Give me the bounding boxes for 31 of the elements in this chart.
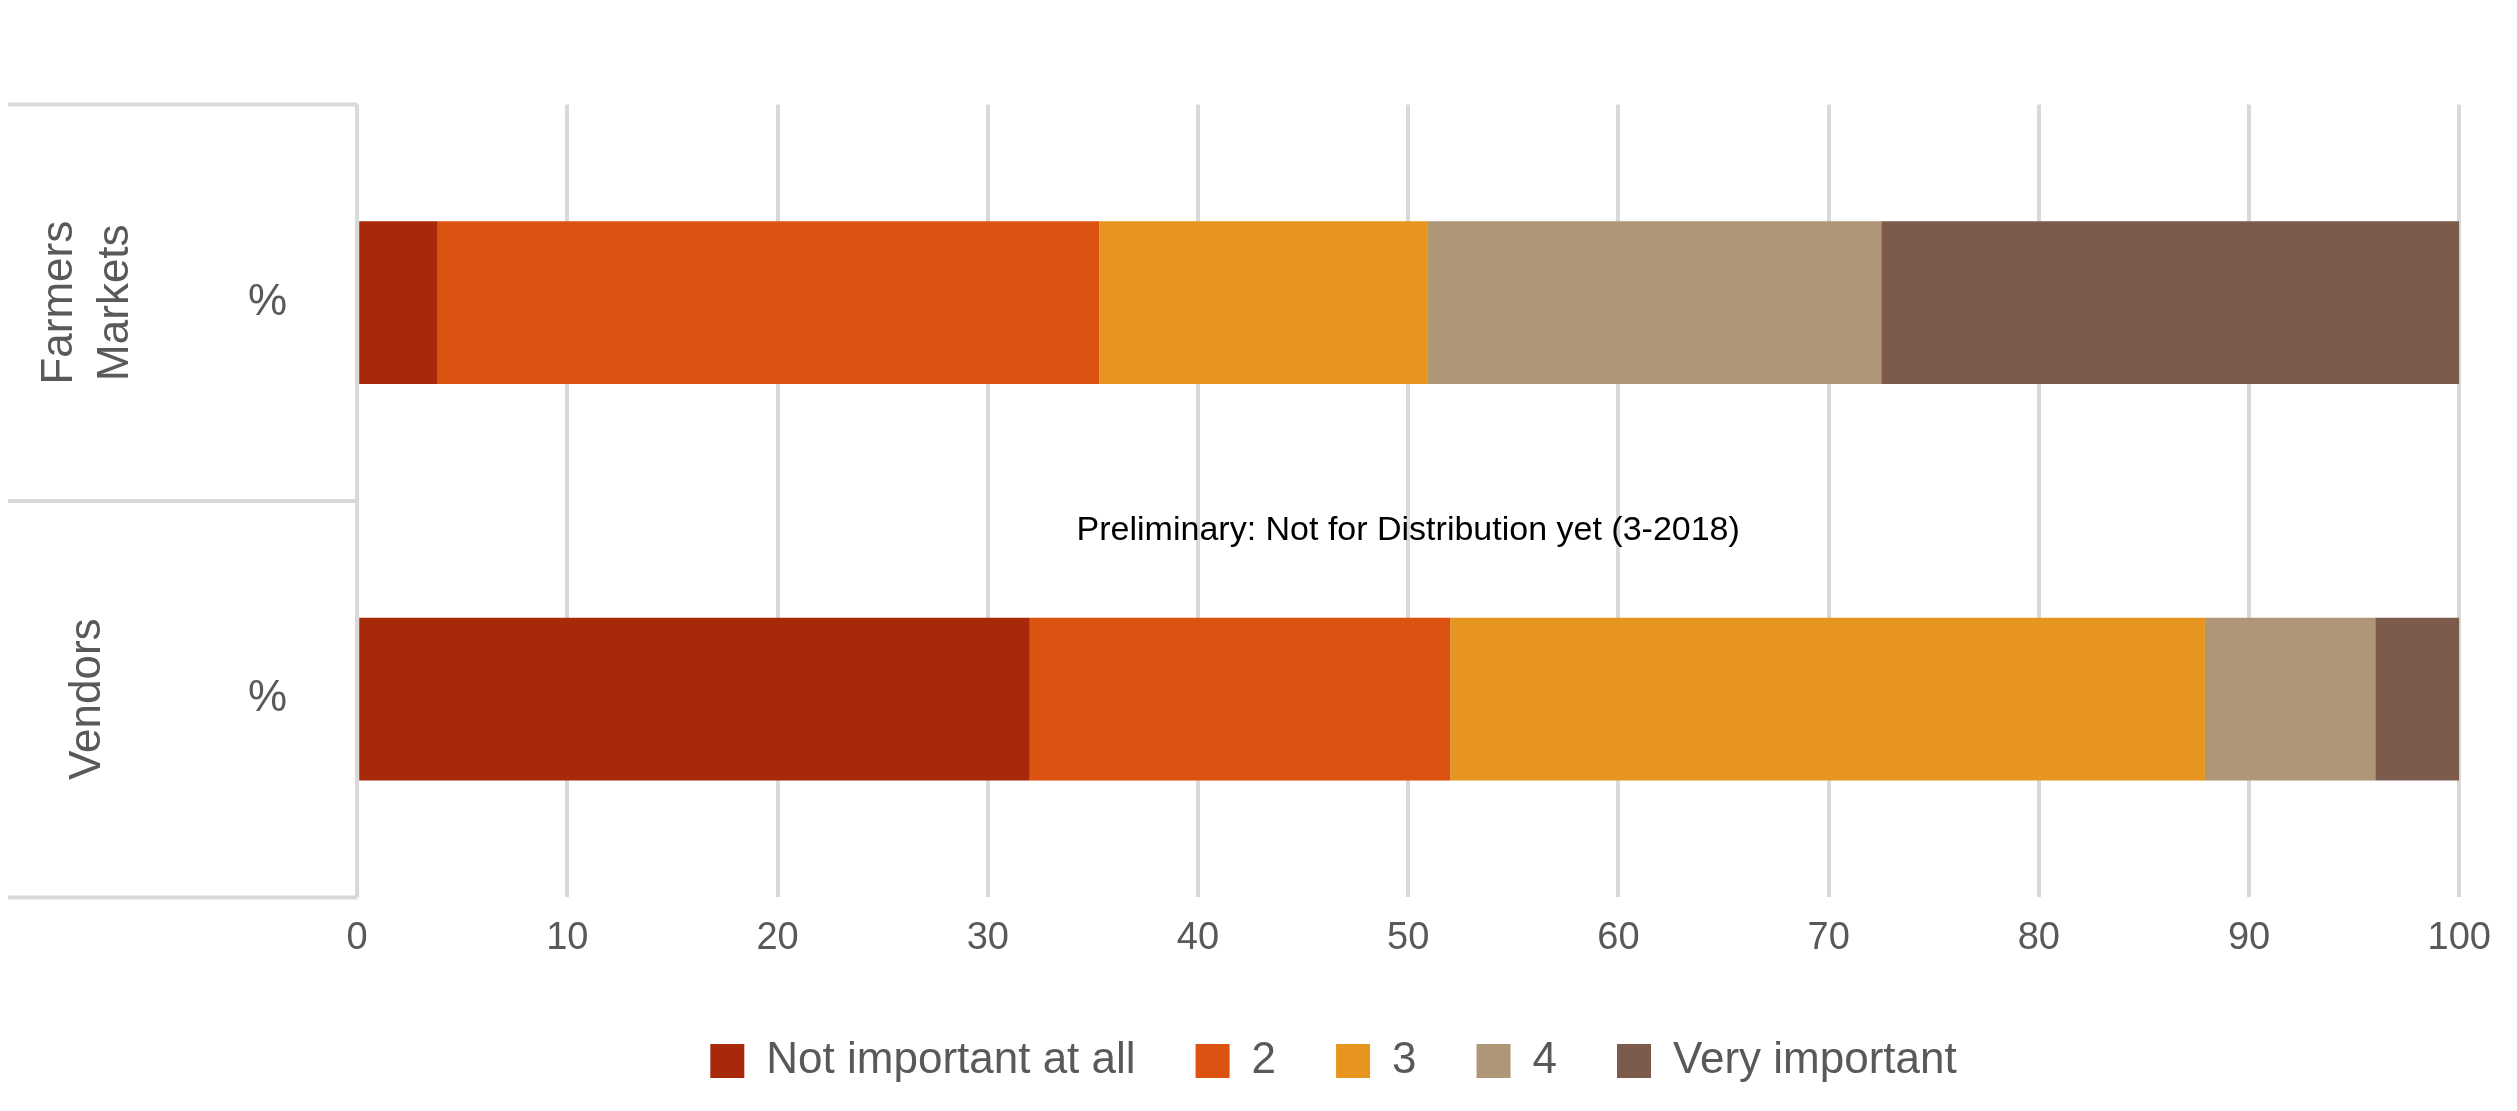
x-tick-label: 60 — [1597, 914, 1640, 957]
bar — [359, 617, 1030, 781]
x-tick-label: 70 — [1807, 914, 1850, 957]
legend-label: 3 — [1392, 1033, 1417, 1083]
x-tick-label: 100 — [2427, 914, 2491, 957]
bar — [1881, 221, 2460, 384]
legend-label: Very important — [1673, 1033, 1957, 1083]
bar — [1029, 617, 1451, 781]
x-tick-label: 30 — [966, 914, 1009, 957]
bar — [2204, 617, 2376, 781]
bar — [2375, 617, 2460, 781]
x-tick-label: 80 — [2017, 914, 2060, 957]
annotation: Preliminary: Not for Distribution yet (3-2018) — [1076, 509, 1740, 548]
bar — [359, 221, 438, 384]
x-tick-label: 90 — [2227, 914, 2271, 957]
bar — [1427, 221, 1882, 384]
bar — [437, 221, 1100, 384]
x-tick-label: 10 — [546, 914, 589, 957]
legend-label: 2 — [1251, 1033, 1277, 1083]
legend-label: 4 — [1532, 1033, 1558, 1083]
y-tick-label: % — [248, 671, 288, 721]
legend-label: Not important at all — [766, 1033, 1136, 1083]
bar — [1450, 617, 2205, 781]
y-tick-label: % — [248, 274, 288, 324]
x-tick-label: 20 — [756, 914, 799, 957]
x-tick-label: 0 — [346, 914, 368, 957]
x-tick-label: 40 — [1176, 914, 1220, 957]
text: Farmers Markets — [32, 220, 138, 385]
bar — [1099, 221, 1428, 384]
x-tick-label: 50 — [1387, 914, 1430, 957]
text: Vendors — [60, 618, 110, 780]
